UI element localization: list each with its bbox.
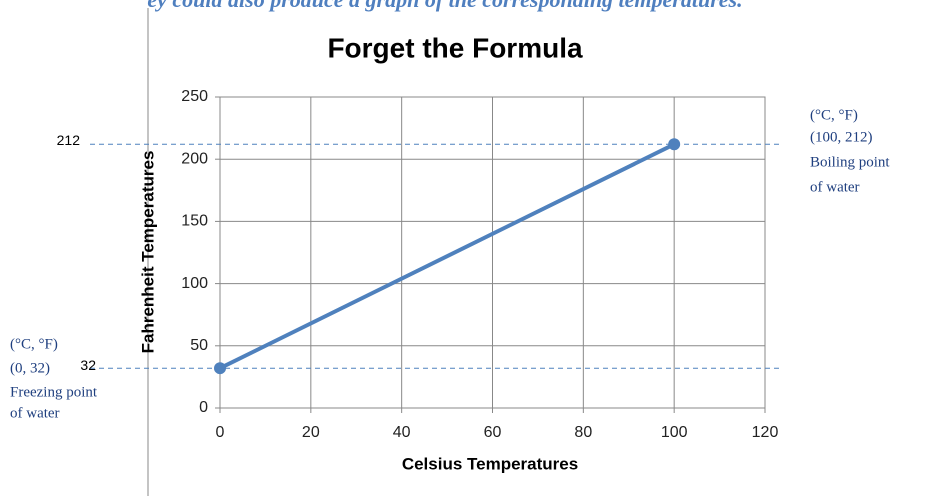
annotation: (°C, °F) — [810, 107, 858, 123]
y-tick-label: 100 — [181, 275, 208, 292]
x-tick-label: 120 — [752, 424, 779, 441]
reference-label: 212 — [57, 132, 81, 148]
annotation: of water — [810, 179, 860, 195]
x-tick-label: 20 — [302, 424, 320, 441]
caption: ey could also produce a graph of the cor… — [147, 0, 742, 12]
annotation: (°C, °F) — [10, 336, 58, 352]
x-tick-label: 80 — [574, 424, 592, 441]
x-tick-label: 0 — [216, 424, 225, 441]
y-tick-label: 50 — [190, 337, 208, 354]
reference-label: 32 — [80, 357, 96, 373]
y-tick-label: 200 — [181, 150, 208, 167]
annotation: Boiling point — [810, 154, 890, 170]
annotation: (0, 32) — [10, 360, 50, 376]
annotation: of water — [10, 405, 60, 421]
y-tick-label: 150 — [181, 213, 208, 230]
line-series — [219, 142, 676, 370]
x-tick-label: 60 — [484, 424, 502, 441]
x-axis-label: Celsius Temperatures — [402, 454, 578, 473]
point — [668, 138, 681, 151]
y-axis-label: Fahrenheit Temperatures — [138, 151, 157, 354]
chart-title: Forget the Formula — [327, 32, 583, 63]
x-tick-label: 40 — [393, 424, 411, 441]
annotation: Freezing point — [10, 384, 98, 400]
point — [214, 362, 226, 375]
y-tick-label: 250 — [181, 88, 208, 105]
x-tick-label: 100 — [661, 424, 688, 441]
annotation: (100, 212) — [810, 129, 873, 145]
y-tick-label: 0 — [199, 399, 208, 416]
